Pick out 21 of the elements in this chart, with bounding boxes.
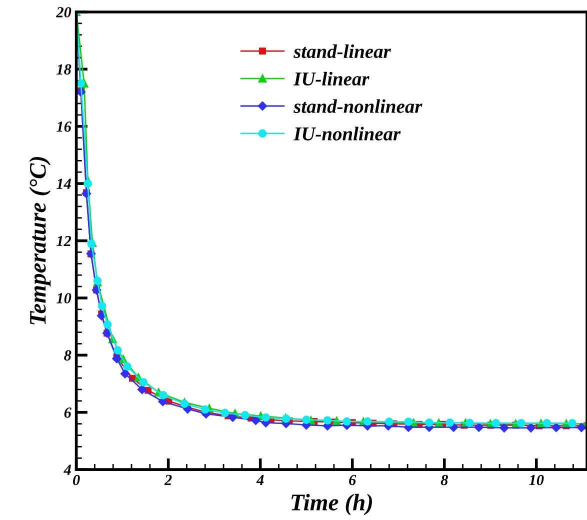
y-tick-label: 6 <box>64 408 72 418</box>
y-tick-label: 12 <box>56 236 72 246</box>
x-tick-label: 10 <box>529 474 544 486</box>
y-tick-label: 20 <box>56 7 72 18</box>
y-tick-label: 14 <box>56 178 71 189</box>
x-tick-label: 4 <box>256 474 264 486</box>
y-tick-label: 16 <box>56 122 72 132</box>
legend-label: IU-linear <box>293 72 370 86</box>
y-axis-title: Temperature (°C) <box>29 156 51 324</box>
x-axis-title: Time (h) <box>292 494 372 516</box>
x-tick-label: 0 <box>73 474 80 486</box>
y-tick-label: 4 <box>64 464 71 475</box>
legend-label: IU-nonlinear <box>293 126 401 140</box>
y-tick-label: 10 <box>56 293 72 304</box>
y-tick-label: 8 <box>64 350 72 361</box>
legend-label: stand-nonlinear <box>294 99 422 113</box>
x-tick-label: 6 <box>349 474 356 486</box>
x-tick-label: 8 <box>440 474 448 486</box>
y-tick-label: 18 <box>56 64 72 75</box>
x-tick-label: 2 <box>164 474 172 486</box>
legend-label: stand-linear <box>294 44 391 58</box>
